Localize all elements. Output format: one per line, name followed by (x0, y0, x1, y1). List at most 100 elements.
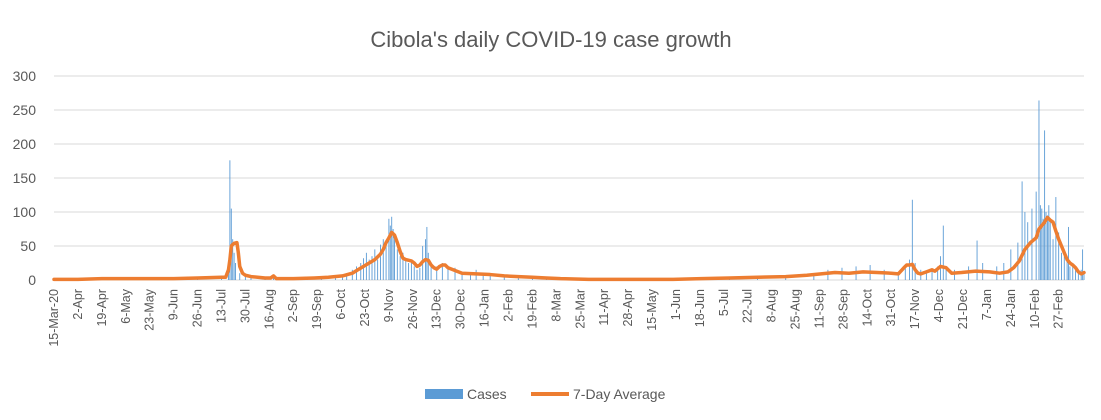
x-tick-label: 19-Apr (95, 289, 109, 327)
cases-bar (408, 263, 410, 280)
cases-bar (427, 252, 429, 280)
cases-bar (883, 269, 885, 280)
x-tick-label: 25-Aug (789, 289, 803, 329)
cases-bar (374, 249, 376, 280)
cases-bar (388, 218, 390, 280)
cases-bar (382, 239, 384, 280)
x-tick-label: 2-Sep (286, 289, 300, 322)
y-tick-label: 100 (13, 204, 37, 220)
cases-bar (1039, 205, 1041, 280)
x-tick-label: 19-Feb (525, 289, 539, 329)
cases-bar (482, 273, 484, 280)
x-tick-label: 13-Jul (214, 289, 228, 323)
x-tick-label: 25-Mar (573, 289, 587, 329)
cases-bar (413, 266, 415, 280)
cases-bar (239, 273, 241, 280)
cases-bar (392, 229, 394, 280)
x-tick-label: 28-Sep (836, 289, 850, 329)
cases-bar (897, 271, 899, 280)
cases-bar (1021, 181, 1023, 280)
x-tick-label: 30-Dec (454, 289, 468, 329)
cases-bar (244, 275, 246, 280)
cases-bar (368, 259, 370, 280)
x-tick-label: 19-Sep (310, 289, 324, 329)
cases-bar (447, 266, 449, 280)
cases-bar (380, 244, 381, 280)
x-tick-label: 6-Oct (334, 288, 348, 319)
legend-cases-label: Cases (467, 386, 507, 402)
cases-bar (426, 226, 428, 280)
cases-bar (371, 256, 373, 280)
x-tick-label: 16-Aug (262, 289, 276, 329)
x-tick-label: 8-Aug (765, 289, 779, 322)
x-tick-label: 10-Feb (1028, 289, 1042, 329)
x-tick-label: 11-Sep (812, 289, 826, 328)
x-tick-label: 14-Oct (860, 288, 874, 326)
cases-bar (1038, 100, 1040, 280)
cases-bar (1082, 249, 1084, 280)
cases-bar (1041, 208, 1043, 280)
cases-bar (1066, 259, 1068, 280)
cases-bar (489, 274, 491, 280)
y-tick-label: 50 (20, 238, 36, 254)
cases-bar (399, 256, 401, 280)
cases-bar (454, 267, 456, 280)
cases-bar (461, 271, 463, 280)
cases-bar (385, 242, 387, 280)
legend-cases-swatch (425, 389, 463, 399)
cases-bar (389, 225, 391, 280)
legend-average-label: 7-Day Average (573, 386, 666, 402)
x-tick-label: 11-Apr (597, 289, 611, 326)
cases-bar (937, 266, 939, 280)
x-tick-label: 7-Jan (980, 289, 994, 320)
cases-bar (405, 259, 407, 280)
x-tick-label: 2-Feb (501, 289, 515, 322)
cases-bar (441, 263, 443, 280)
y-tick-label: 150 (13, 170, 37, 186)
x-tick-label: 22-Jul (741, 289, 755, 323)
cases-bar (250, 277, 252, 280)
cases-bar (1069, 266, 1071, 280)
cases-bar (232, 239, 234, 280)
cases-bar (360, 263, 362, 280)
cases-bar (391, 216, 393, 280)
cases-bar (1055, 197, 1057, 280)
average-line-layer (52, 215, 1086, 282)
x-tick-label: 15-May (645, 288, 659, 330)
cases-bar (503, 275, 505, 280)
y-axis-ticks: 0 50 100 150 200 250 300 (13, 68, 37, 288)
x-tick-label: 6-May (119, 288, 133, 323)
cases-bar (470, 273, 471, 280)
x-tick-label: 24-Jan (1004, 289, 1018, 327)
y-tick-label: 0 (28, 272, 36, 288)
cases-bar (1083, 273, 1085, 280)
x-tick-label: 30-Jul (238, 289, 252, 323)
x-tick-label: 28-Apr (621, 289, 635, 327)
cases-bar (356, 266, 357, 280)
cases-bar (416, 269, 418, 280)
cases-bar (363, 258, 365, 280)
x-tick-label: 23-Oct (358, 288, 372, 326)
cases-bar (1075, 269, 1077, 280)
cases-bar (942, 225, 944, 280)
cases-bar (396, 249, 398, 280)
x-tick-label: 31-Oct (884, 288, 898, 326)
cases-bar (1052, 239, 1054, 280)
x-tick-label: 21-Dec (956, 289, 970, 329)
cases-bar (1058, 232, 1060, 280)
cases-bar (377, 259, 379, 280)
cases-bar (235, 263, 236, 280)
x-tick-label: 4-Dec (932, 289, 946, 322)
cases-bar (1068, 226, 1069, 280)
x-tick-label: 13-Dec (430, 289, 444, 329)
x-tick-label: 1-Jun (669, 289, 683, 320)
cases-bar (419, 267, 421, 280)
gridlines (54, 75, 1084, 281)
chart-title: Cibola's daily COVID-19 case growth (370, 27, 731, 52)
x-tick-label: 18-Jun (693, 289, 707, 327)
average-line (52, 215, 1086, 282)
cases-bar (430, 265, 432, 280)
cases-bar (1031, 208, 1033, 280)
x-tick-label: 9-Jun (167, 289, 181, 320)
